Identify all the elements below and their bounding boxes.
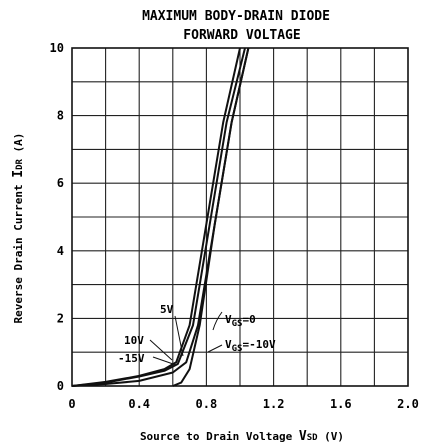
chart-title-line1: MAXIMUM BODY-DRAIN DIODE: [142, 9, 330, 24]
x-tick-labels: 0 0.4 0.8 1.2 1.6 2.0: [68, 397, 418, 411]
x-tick-label: 0.8: [196, 397, 218, 411]
y-axis-label-prefix: Reverse Drain Current: [12, 178, 25, 324]
y-tick-label: 4: [57, 244, 64, 258]
y-axis-label-subscript: DR: [15, 158, 25, 169]
vgs0-value: =0: [242, 313, 255, 326]
x-axis-label-unit: (V): [318, 430, 345, 443]
y-tick-label: 0: [57, 379, 64, 393]
y-axis-label-unit: (A): [12, 133, 25, 160]
x-tick-label: 1.6: [330, 397, 352, 411]
leader-vgs-minus10: [207, 344, 223, 353]
y-tick-label: 2: [57, 311, 64, 325]
vgsm10-value: =-10V: [242, 338, 275, 351]
vgs0-subscript: GS: [232, 319, 243, 329]
x-axis-label-symbol: V: [299, 429, 307, 444]
y-axis-label: Reverse Drain Current IDR (A): [11, 133, 26, 324]
label-vgs0: VGS=0: [225, 313, 256, 329]
curves: [71, 47, 250, 387]
label-5v: 5V: [160, 303, 174, 316]
x-axis-label: Source to Drain Voltage VSD (V): [140, 429, 344, 444]
curve-2: [71, 47, 246, 387]
y-axis-label-symbol: I: [11, 170, 26, 178]
vgs0-symbol: V: [225, 313, 232, 326]
leader-15v: [152, 356, 177, 366]
leader-5v: [174, 315, 184, 357]
vgsm10-subscript: GS: [232, 344, 243, 354]
vgsm10-symbol: V: [225, 338, 232, 351]
curve-4: [172, 47, 250, 387]
grid: [72, 48, 408, 386]
x-tick-label: 2.0: [397, 397, 419, 411]
x-tick-label: 1.2: [263, 397, 285, 411]
label-10v: 10V: [124, 334, 144, 347]
label-15v: -15V: [118, 352, 145, 365]
x-tick-label: 0.4: [128, 397, 150, 411]
leader-10v: [149, 339, 173, 361]
x-axis-label-prefix: Source to Drain Voltage: [140, 430, 299, 443]
x-axis-label-subscript: SD: [307, 433, 318, 443]
y-tick-label: 6: [57, 176, 64, 190]
label-vgs-minus10: VGS=-10V: [225, 338, 276, 354]
brace-vgs0: [212, 311, 223, 331]
y-tick-label: 10: [50, 41, 64, 55]
y-tick-labels: 0 2 4 6 8 10: [50, 41, 64, 393]
chart-title-line2: FORWARD VOLTAGE: [183, 28, 300, 43]
y-tick-label: 8: [57, 109, 64, 123]
x-tick-label: 0: [68, 397, 75, 411]
